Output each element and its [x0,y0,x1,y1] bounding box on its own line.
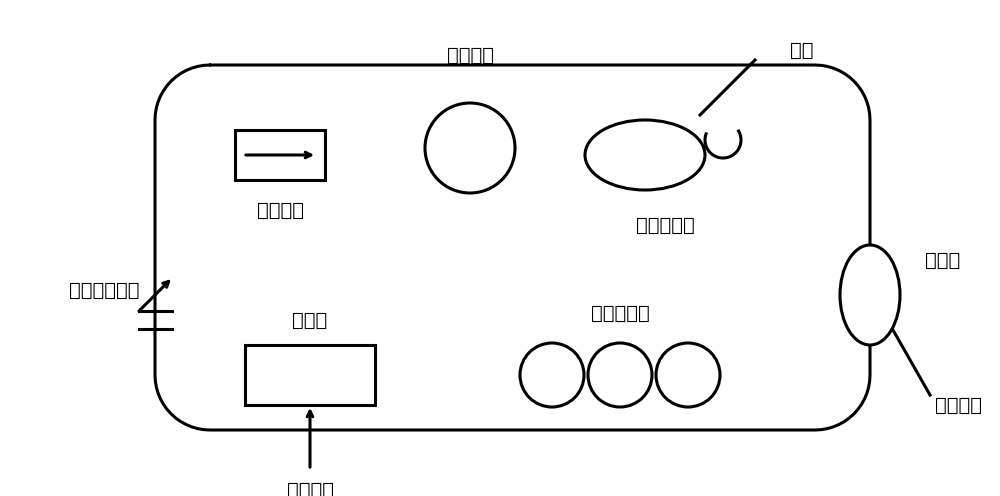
Text: 可调谐滤波器: 可调谐滤波器 [70,281,140,300]
Text: 波分复用器: 波分复用器 [636,215,694,235]
Bar [235,130,325,180]
Text: 激光输出: 激光输出 [935,395,982,415]
Text: 调制器: 调制器 [292,310,328,329]
Text: 泵浦: 泵浦 [790,41,814,60]
Text: 微波信号: 微波信号 [287,481,334,496]
Text: 光隔离器: 光隔离器 [256,200,304,220]
Ellipse shape [840,245,900,345]
Circle shape [588,343,652,407]
Text: 耦合器: 耦合器 [925,250,960,269]
Bar [245,345,375,405]
Text: 偏振控制器: 偏振控制器 [591,304,649,322]
Circle shape [520,343,584,407]
Circle shape [425,103,515,193]
Ellipse shape [585,120,705,190]
Text: 掄杂光纤: 掄杂光纤 [446,46,494,64]
Circle shape [656,343,720,407]
